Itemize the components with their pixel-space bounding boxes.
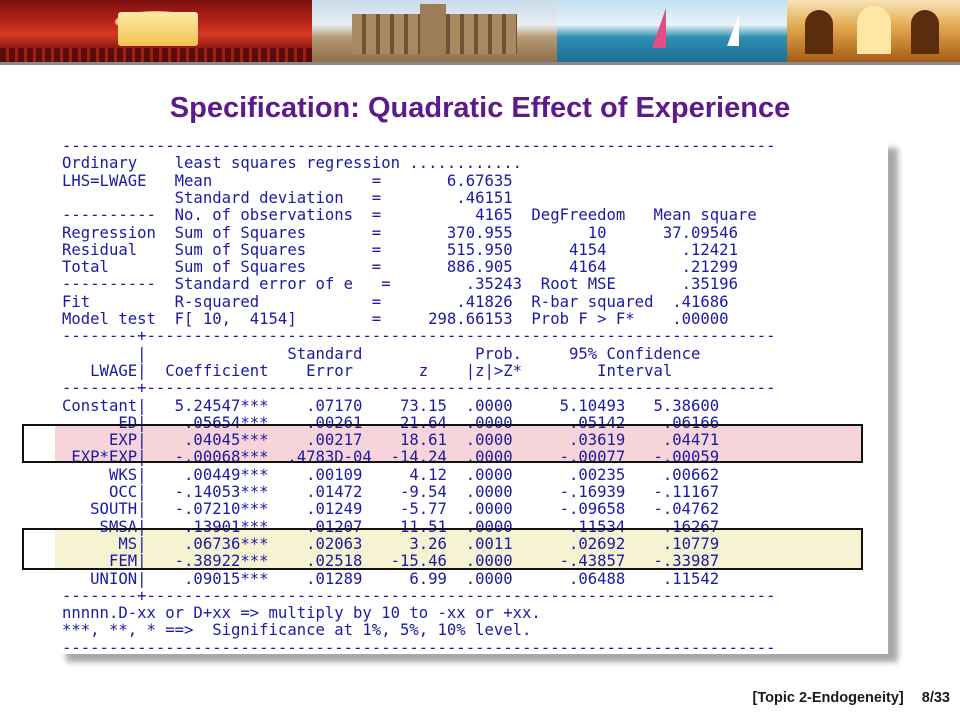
output-line: OCC| -.14053*** .01472 -9.54 .0000 -.169… (62, 483, 720, 501)
campus-building-photo (312, 0, 557, 62)
output-line: ---------- No. of observations = 4165 De… (62, 206, 757, 225)
output-line: Fit R-squared = .41826 R-bar squared .41… (62, 292, 729, 311)
highlight-frame-exp-rows (22, 424, 863, 463)
output-line: ***, **, * ==> Significance at 1%, 5%, 1… (62, 621, 532, 640)
page-number: 8/33 (921, 690, 950, 706)
banner-divider (0, 62, 960, 65)
banner-photo-strip (0, 0, 960, 62)
output-line: ----------------------------------------… (62, 137, 776, 155)
sail-shape (652, 8, 666, 48)
output-line: ED| .05654*** .00261 21.64 .0000 .05142 … (62, 413, 720, 432)
output-line: FEM| -.38922*** .02518 -15.46 .0000 -.43… (62, 552, 720, 571)
sail-shape (727, 14, 739, 46)
output-line: Total Sum of Squares = 886.905 4164 .212… (62, 258, 738, 277)
highlight-band-exp (55, 424, 863, 463)
highlight-frame-ms-fem-rows (22, 528, 863, 570)
sailboats-photo (557, 0, 787, 62)
output-line: --------+-------------------------------… (62, 586, 776, 605)
output-line: LWAGE| Coefficient Error z |z|>Z* Interv… (62, 361, 673, 380)
auditorium-photo (0, 0, 312, 62)
output-line: Model test F[ 10, 4154] = 298.66153 Prob… (62, 310, 729, 328)
stage-shape (118, 12, 198, 46)
output-line: Regression Sum of Squares = 370.955 10 3… (62, 223, 738, 242)
output-line: Constant| 5.24547*** .07170 73.15 .0000 … (62, 396, 720, 415)
output-line: --------+-------------------------------… (62, 327, 776, 346)
highlight-band-ms-fem (55, 529, 863, 570)
slide-title: Specification: Quadratic Effect of Exper… (169, 92, 791, 124)
output-line: WKS| .00449*** .00109 4.12 .0000 .00235 … (62, 465, 720, 484)
output-line: LHS=LWAGE Mean = 6.67635 (62, 171, 513, 190)
output-line: EXP| .04045*** .00217 18.61 .0000 .03619… (62, 431, 720, 450)
output-line: Standard deviation = .46151 (62, 188, 513, 207)
output-line: ----------------------------------------… (62, 638, 776, 657)
output-line: | Standard Prob. 95% Confidence (62, 344, 701, 363)
output-line: --------+-------------------------------… (62, 379, 776, 398)
arch-shape (805, 10, 833, 54)
tower-shape (420, 4, 446, 54)
output-line: SMSA| .13901*** .01207 11.51 .0000 .1153… (62, 517, 720, 536)
output-line: UNION| .09015*** .01289 6.99 .0000 .0648… (62, 569, 720, 588)
output-line: MS| .06736*** .02063 3.26 .0011 .02692 .… (62, 534, 720, 553)
output-line: Residual Sum of Squares = 515.950 4154 .… (62, 240, 738, 259)
output-line: ---------- Standard error of e = .35243 … (62, 275, 738, 294)
slide-footer: [Topic 2-Endogeneity] 8/33 (739, 690, 950, 706)
output-line: nnnnn.D-xx or D+xx => multiply by 10 to … (62, 604, 541, 623)
seats-shape (0, 48, 312, 62)
regression-output-text: ----------------------------------------… (58, 137, 888, 658)
output-line: SOUTH| -.07210*** .01249 -5.77 .0000 -.0… (62, 500, 720, 519)
arch-shape (857, 6, 891, 54)
arcade-photo (787, 0, 960, 62)
output-line: Ordinary least squares regression ......… (62, 154, 523, 173)
footer-topic-label: [Topic 2-Endogeneity] (752, 690, 904, 706)
arch-shape (911, 10, 939, 54)
